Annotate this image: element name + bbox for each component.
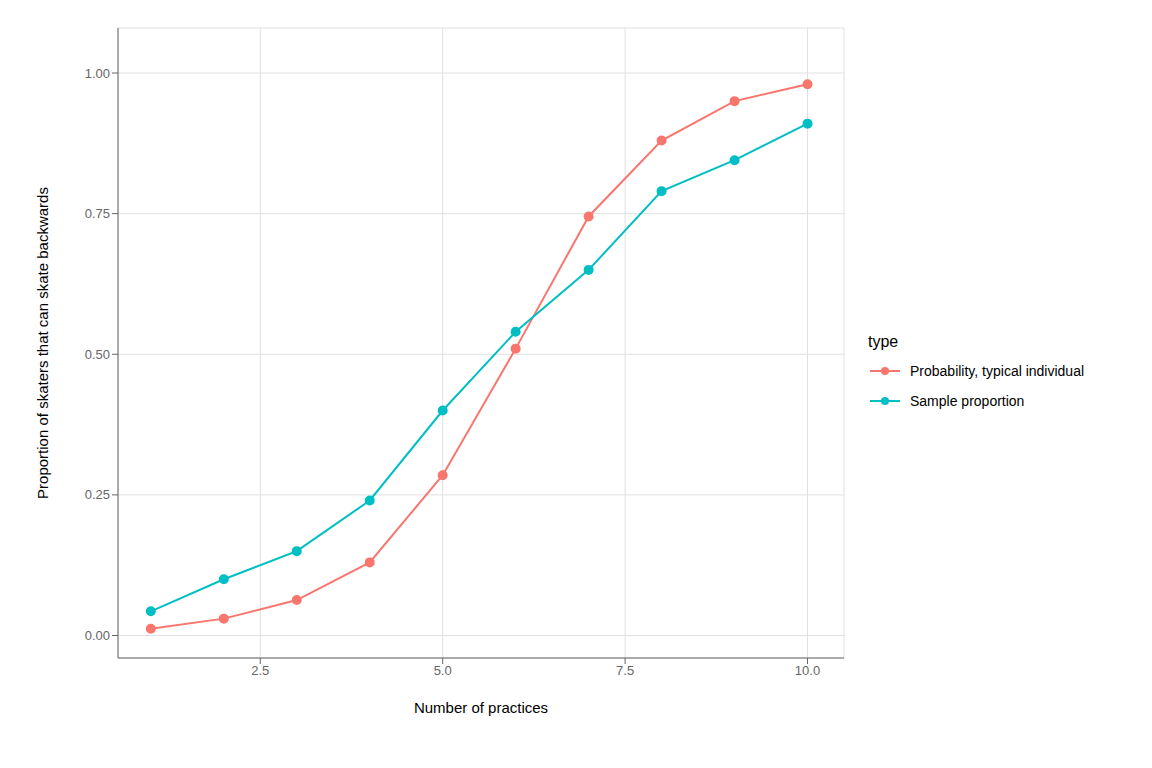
html-text:Probability, typical individua: Probability, typical individual [910, 363, 1085, 379]
svg-text:0.50: 0.50 [85, 347, 110, 362]
svg-text:7.5: 7.5 [616, 663, 634, 678]
svg-text:0.75: 0.75 [85, 206, 110, 221]
svg-text:Number of practices: Number of practices [414, 699, 548, 716]
svg-text:2.5: 2.5 [251, 663, 269, 678]
svg-text:5.0: 5.0 [434, 663, 452, 678]
svg-text:0.00: 0.00 [85, 628, 110, 643]
svg-text:Proportion of skaters that can: Proportion of skaters that can skate bac… [34, 187, 51, 499]
html-text:Sample proportion: Sample proportion [910, 393, 1025, 409]
svg-text:0.25: 0.25 [85, 487, 110, 502]
svg-text:1.00: 1.00 [85, 66, 110, 81]
html-text:type: type [868, 333, 899, 350]
svg-text:10.0: 10.0 [795, 663, 820, 678]
